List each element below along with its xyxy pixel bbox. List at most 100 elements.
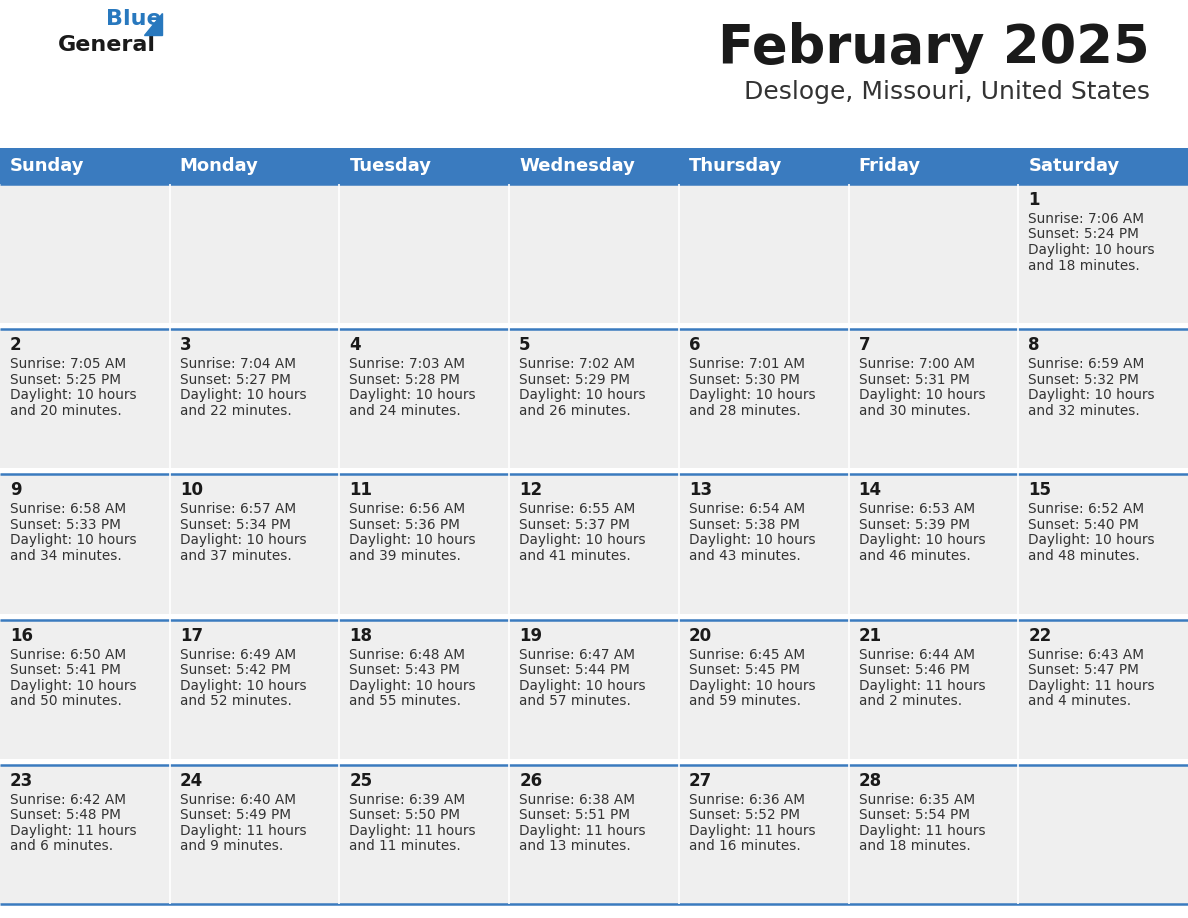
Text: Daylight: 11 hours: Daylight: 11 hours: [859, 823, 985, 838]
Text: and 20 minutes.: and 20 minutes.: [10, 404, 121, 418]
Text: 8: 8: [1029, 336, 1040, 354]
Text: Daylight: 11 hours: Daylight: 11 hours: [859, 678, 985, 692]
Text: Sunset: 5:45 PM: Sunset: 5:45 PM: [689, 663, 800, 677]
Bar: [0, 620, 1188, 759]
Text: Daylight: 10 hours: Daylight: 10 hours: [689, 388, 815, 402]
Text: Daylight: 10 hours: Daylight: 10 hours: [1029, 533, 1155, 547]
Text: Daylight: 10 hours: Daylight: 10 hours: [10, 533, 137, 547]
Text: Daylight: 10 hours: Daylight: 10 hours: [689, 533, 815, 547]
Text: Sunrise: 6:52 AM: Sunrise: 6:52 AM: [1029, 502, 1144, 517]
Text: Daylight: 10 hours: Daylight: 10 hours: [10, 388, 137, 402]
Text: 1: 1: [1029, 191, 1040, 209]
Bar: [0, 330, 1188, 468]
Text: Sunset: 5:30 PM: Sunset: 5:30 PM: [689, 373, 800, 386]
Text: and 6 minutes.: and 6 minutes.: [10, 839, 113, 854]
Text: Sunset: 5:31 PM: Sunset: 5:31 PM: [859, 373, 969, 386]
Text: 7: 7: [859, 336, 870, 354]
Text: Sunrise: 7:06 AM: Sunrise: 7:06 AM: [1029, 212, 1144, 226]
Text: Sunrise: 7:05 AM: Sunrise: 7:05 AM: [10, 357, 126, 371]
Text: Sunset: 5:50 PM: Sunset: 5:50 PM: [349, 809, 461, 823]
Text: and 22 minutes.: and 22 minutes.: [179, 404, 291, 418]
Text: Sunset: 5:27 PM: Sunset: 5:27 PM: [179, 373, 291, 386]
Text: Sunrise: 7:04 AM: Sunrise: 7:04 AM: [179, 357, 296, 371]
Text: Sunrise: 6:43 AM: Sunrise: 6:43 AM: [1029, 647, 1144, 662]
Text: 21: 21: [859, 627, 881, 644]
Text: and 18 minutes.: and 18 minutes.: [859, 839, 971, 854]
Text: 24: 24: [179, 772, 203, 789]
Text: and 2 minutes.: and 2 minutes.: [859, 694, 962, 708]
Text: Sunset: 5:40 PM: Sunset: 5:40 PM: [1029, 518, 1139, 532]
Bar: [0, 765, 1188, 904]
Text: Blue: Blue: [106, 9, 162, 29]
Bar: [0, 184, 1188, 323]
Text: Sunrise: 6:55 AM: Sunrise: 6:55 AM: [519, 502, 636, 517]
Text: Sunset: 5:44 PM: Sunset: 5:44 PM: [519, 663, 630, 677]
Text: Sunday: Sunday: [10, 157, 84, 175]
Text: and 59 minutes.: and 59 minutes.: [689, 694, 801, 708]
Text: Desloge, Missouri, United States: Desloge, Missouri, United States: [744, 80, 1150, 104]
Text: and 24 minutes.: and 24 minutes.: [349, 404, 461, 418]
Text: and 9 minutes.: and 9 minutes.: [179, 839, 283, 854]
Text: Sunrise: 6:56 AM: Sunrise: 6:56 AM: [349, 502, 466, 517]
Text: Sunset: 5:29 PM: Sunset: 5:29 PM: [519, 373, 630, 386]
Text: and 55 minutes.: and 55 minutes.: [349, 694, 461, 708]
Polygon shape: [144, 13, 162, 35]
Text: 3: 3: [179, 336, 191, 354]
Text: Sunset: 5:43 PM: Sunset: 5:43 PM: [349, 663, 460, 677]
Text: Thursday: Thursday: [689, 157, 782, 175]
Text: Sunset: 5:41 PM: Sunset: 5:41 PM: [10, 663, 121, 677]
Text: 23: 23: [10, 772, 33, 789]
Text: Sunrise: 6:54 AM: Sunrise: 6:54 AM: [689, 502, 805, 517]
Text: Sunrise: 6:45 AM: Sunrise: 6:45 AM: [689, 647, 805, 662]
Text: Daylight: 10 hours: Daylight: 10 hours: [689, 678, 815, 692]
Text: Daylight: 10 hours: Daylight: 10 hours: [1029, 243, 1155, 257]
Text: Sunrise: 6:58 AM: Sunrise: 6:58 AM: [10, 502, 126, 517]
Text: Sunrise: 6:48 AM: Sunrise: 6:48 AM: [349, 647, 466, 662]
Text: Sunrise: 6:35 AM: Sunrise: 6:35 AM: [859, 793, 974, 807]
Text: 22: 22: [1029, 627, 1051, 644]
Text: and 26 minutes.: and 26 minutes.: [519, 404, 631, 418]
Text: 19: 19: [519, 627, 542, 644]
Text: Sunset: 5:47 PM: Sunset: 5:47 PM: [1029, 663, 1139, 677]
Text: Daylight: 11 hours: Daylight: 11 hours: [349, 823, 476, 838]
Text: 16: 16: [10, 627, 33, 644]
Text: Daylight: 10 hours: Daylight: 10 hours: [859, 388, 985, 402]
Text: 26: 26: [519, 772, 542, 789]
Text: Daylight: 10 hours: Daylight: 10 hours: [1029, 388, 1155, 402]
Text: Daylight: 11 hours: Daylight: 11 hours: [179, 823, 307, 838]
Text: Sunrise: 6:42 AM: Sunrise: 6:42 AM: [10, 793, 126, 807]
Text: and 39 minutes.: and 39 minutes.: [349, 549, 461, 563]
Text: Daylight: 10 hours: Daylight: 10 hours: [179, 533, 307, 547]
Text: Daylight: 10 hours: Daylight: 10 hours: [179, 678, 307, 692]
Text: 18: 18: [349, 627, 372, 644]
Text: Daylight: 10 hours: Daylight: 10 hours: [349, 388, 476, 402]
Text: Sunrise: 7:00 AM: Sunrise: 7:00 AM: [859, 357, 974, 371]
Text: and 48 minutes.: and 48 minutes.: [1029, 549, 1140, 563]
Text: Sunrise: 6:44 AM: Sunrise: 6:44 AM: [859, 647, 974, 662]
Text: Daylight: 10 hours: Daylight: 10 hours: [349, 678, 476, 692]
Text: and 46 minutes.: and 46 minutes.: [859, 549, 971, 563]
Text: and 57 minutes.: and 57 minutes.: [519, 694, 631, 708]
Text: Sunrise: 6:36 AM: Sunrise: 6:36 AM: [689, 793, 804, 807]
Text: Daylight: 11 hours: Daylight: 11 hours: [519, 823, 646, 838]
Text: and 11 minutes.: and 11 minutes.: [349, 839, 461, 854]
Text: 10: 10: [179, 481, 203, 499]
Text: Daylight: 10 hours: Daylight: 10 hours: [179, 388, 307, 402]
Text: and 34 minutes.: and 34 minutes.: [10, 549, 121, 563]
Text: February 2025: February 2025: [719, 22, 1150, 74]
Text: Daylight: 11 hours: Daylight: 11 hours: [1029, 678, 1155, 692]
Text: Sunset: 5:51 PM: Sunset: 5:51 PM: [519, 809, 630, 823]
Text: General: General: [58, 35, 156, 55]
Text: and 16 minutes.: and 16 minutes.: [689, 839, 801, 854]
Text: Daylight: 10 hours: Daylight: 10 hours: [519, 388, 646, 402]
Text: and 32 minutes.: and 32 minutes.: [1029, 404, 1140, 418]
Text: Daylight: 10 hours: Daylight: 10 hours: [349, 533, 476, 547]
Text: 6: 6: [689, 336, 701, 354]
Text: Daylight: 11 hours: Daylight: 11 hours: [10, 823, 137, 838]
Text: and 52 minutes.: and 52 minutes.: [179, 694, 291, 708]
Text: Sunset: 5:25 PM: Sunset: 5:25 PM: [10, 373, 121, 386]
Text: and 18 minutes.: and 18 minutes.: [1029, 259, 1140, 273]
Text: and 43 minutes.: and 43 minutes.: [689, 549, 801, 563]
Text: 5: 5: [519, 336, 531, 354]
Text: Sunset: 5:46 PM: Sunset: 5:46 PM: [859, 663, 969, 677]
